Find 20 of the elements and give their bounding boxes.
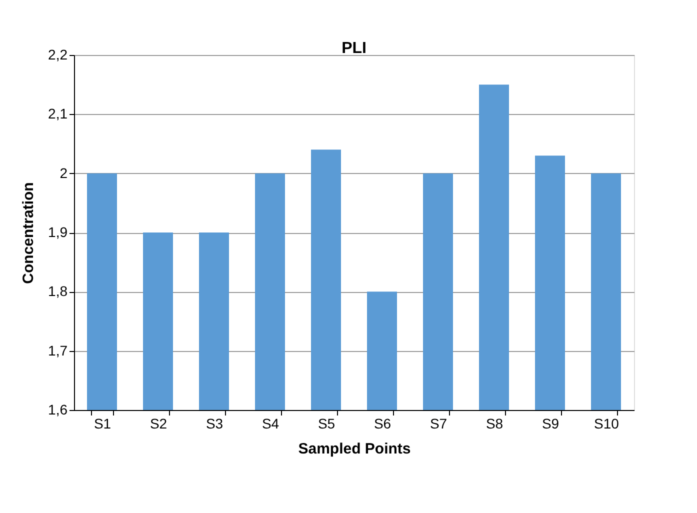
y-tick-label: 2,1 xyxy=(48,106,68,122)
y-tick-label: 1,9 xyxy=(48,224,68,240)
x-tick-label: S9 xyxy=(542,416,560,432)
y-tick-label: 2,2 xyxy=(48,46,68,62)
chart-title: PLI xyxy=(342,40,366,57)
x-tick-label: S5 xyxy=(318,416,336,432)
x-tick-label: S7 xyxy=(430,416,448,432)
x-tick-label: S3 xyxy=(206,416,224,432)
x-tick-label: S4 xyxy=(262,416,280,432)
x-tick-label: S10 xyxy=(594,416,620,432)
x-tick-label: S8 xyxy=(486,416,504,432)
x-axis-title: Sampled Points xyxy=(298,440,411,458)
y-axis-title: Concentration xyxy=(20,182,38,284)
y-tick-label: 2 xyxy=(60,164,68,181)
y-tick-label: 1,7 xyxy=(48,342,68,358)
x-tick-label: S6 xyxy=(374,416,392,432)
y-tick-label: 1,6 xyxy=(48,402,68,418)
y-tick-label: 1,8 xyxy=(48,283,68,300)
x-tick-label: S2 xyxy=(150,416,168,432)
x-tick-label: S1 xyxy=(94,416,112,432)
